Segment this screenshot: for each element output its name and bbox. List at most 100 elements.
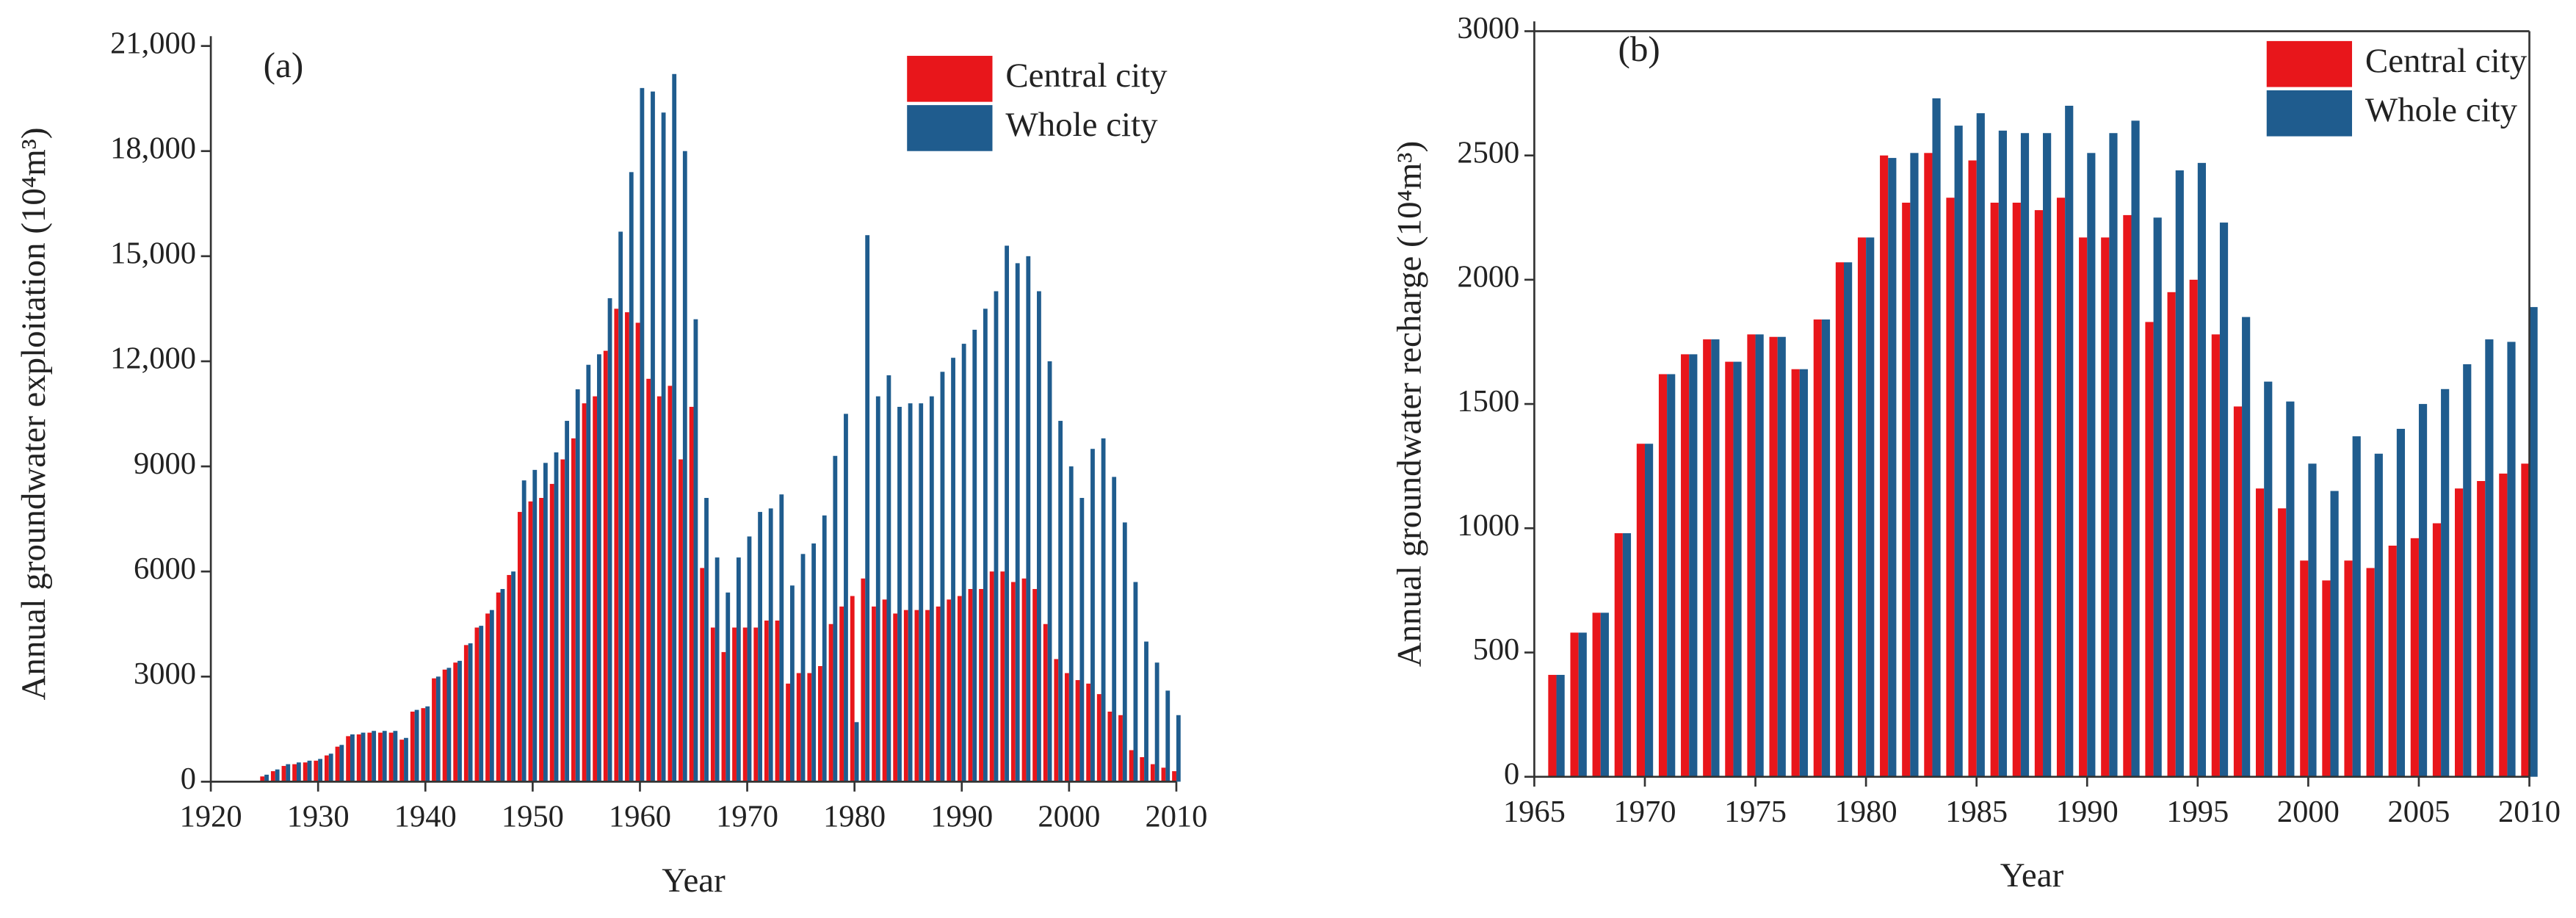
bar	[1924, 153, 1933, 777]
bar	[597, 354, 601, 782]
bar	[2034, 210, 2044, 777]
bar	[614, 308, 619, 782]
y-tick-label: 2500	[1457, 135, 1519, 170]
bar	[882, 599, 887, 782]
bar	[571, 438, 576, 782]
legend-label: Central city	[2365, 42, 2528, 80]
chart: 0 500 1000 1500 2000 2500 3000 1965 1970 1975 1980…	[1391, 11, 2561, 894]
bar	[2374, 453, 2383, 777]
bar	[1086, 683, 1091, 782]
bar	[828, 624, 833, 782]
chart: 0 3000 6000 9000 12,000 15,000 18,000 21,000 192…	[15, 26, 1208, 899]
bar	[1681, 354, 1690, 777]
bar	[2175, 170, 2184, 777]
bar	[2521, 463, 2530, 777]
bar	[532, 469, 538, 782]
bar	[1058, 421, 1063, 782]
bar	[1667, 374, 1676, 777]
bar	[414, 709, 419, 782]
bar	[2300, 560, 2309, 777]
bar	[489, 610, 494, 782]
bar	[318, 759, 323, 782]
bar	[2499, 473, 2508, 777]
bar	[1065, 673, 1069, 782]
x-tick-label: 1970	[1614, 795, 1676, 829]
bar	[2197, 162, 2206, 777]
bar	[2123, 214, 2132, 777]
bar	[521, 480, 527, 782]
bar	[1990, 202, 1999, 777]
bar	[1968, 160, 1977, 777]
bar	[410, 711, 415, 782]
bar	[474, 627, 480, 782]
bar	[453, 662, 458, 782]
bar	[286, 764, 291, 782]
bar	[893, 613, 898, 782]
bar	[925, 610, 930, 782]
bar	[951, 358, 955, 782]
bar	[496, 592, 501, 782]
bar	[2441, 388, 2450, 777]
bar	[1150, 764, 1155, 782]
bar	[618, 231, 623, 782]
bar	[1075, 680, 1080, 782]
bar	[1548, 674, 1557, 777]
bar	[850, 596, 855, 782]
bar	[1090, 449, 1095, 782]
bar	[2079, 237, 2088, 777]
x-tick-label: 1960	[609, 800, 671, 834]
bar	[861, 578, 866, 782]
bar	[2477, 480, 2486, 777]
bar	[425, 706, 430, 782]
bar	[732, 627, 737, 782]
bar	[2344, 560, 2353, 777]
bar	[1636, 444, 1645, 777]
bar	[1068, 466, 1074, 782]
x-axis-label: Year	[2000, 856, 2064, 894]
bar	[1144, 641, 1148, 782]
bar	[296, 762, 301, 782]
bar	[1570, 632, 1579, 777]
panel-label: (a)	[264, 45, 304, 85]
bar	[635, 322, 640, 782]
bar	[758, 512, 762, 782]
bar	[1556, 674, 1565, 777]
legend-swatch	[2266, 40, 2353, 87]
bar	[511, 571, 515, 782]
bar	[2418, 404, 2428, 777]
bar	[968, 589, 973, 782]
bar	[1047, 361, 1052, 782]
bar	[682, 151, 687, 782]
y-tick-label: 0	[181, 762, 196, 796]
y-tick-label: 3000	[1457, 11, 1519, 46]
x-tick-label: 1950	[502, 800, 564, 834]
bar	[1021, 578, 1027, 782]
bar	[679, 459, 683, 782]
x-tick-label: 1990	[2056, 795, 2119, 829]
bar	[1578, 632, 1587, 777]
bar	[786, 683, 791, 782]
bar	[800, 554, 806, 782]
bar	[1079, 497, 1085, 782]
bar	[726, 592, 731, 782]
bar	[335, 746, 340, 782]
bar	[2167, 292, 2176, 777]
bar	[796, 673, 801, 782]
bar	[432, 678, 436, 782]
bar	[372, 731, 377, 782]
bar	[854, 722, 859, 782]
bar	[865, 235, 870, 782]
y-axis-label: Annual groundwater recharge (10⁴m³)	[1391, 141, 1429, 667]
bar	[2043, 133, 2052, 777]
x-tick-label: 1970	[716, 800, 778, 834]
bar	[1112, 477, 1117, 782]
x-tick-label: 1975	[1724, 795, 1787, 829]
bar	[2432, 523, 2442, 777]
bar	[560, 459, 565, 782]
bar	[1946, 198, 1955, 777]
bar	[2087, 153, 2096, 777]
bar	[1172, 771, 1176, 782]
bar	[1733, 361, 1742, 777]
